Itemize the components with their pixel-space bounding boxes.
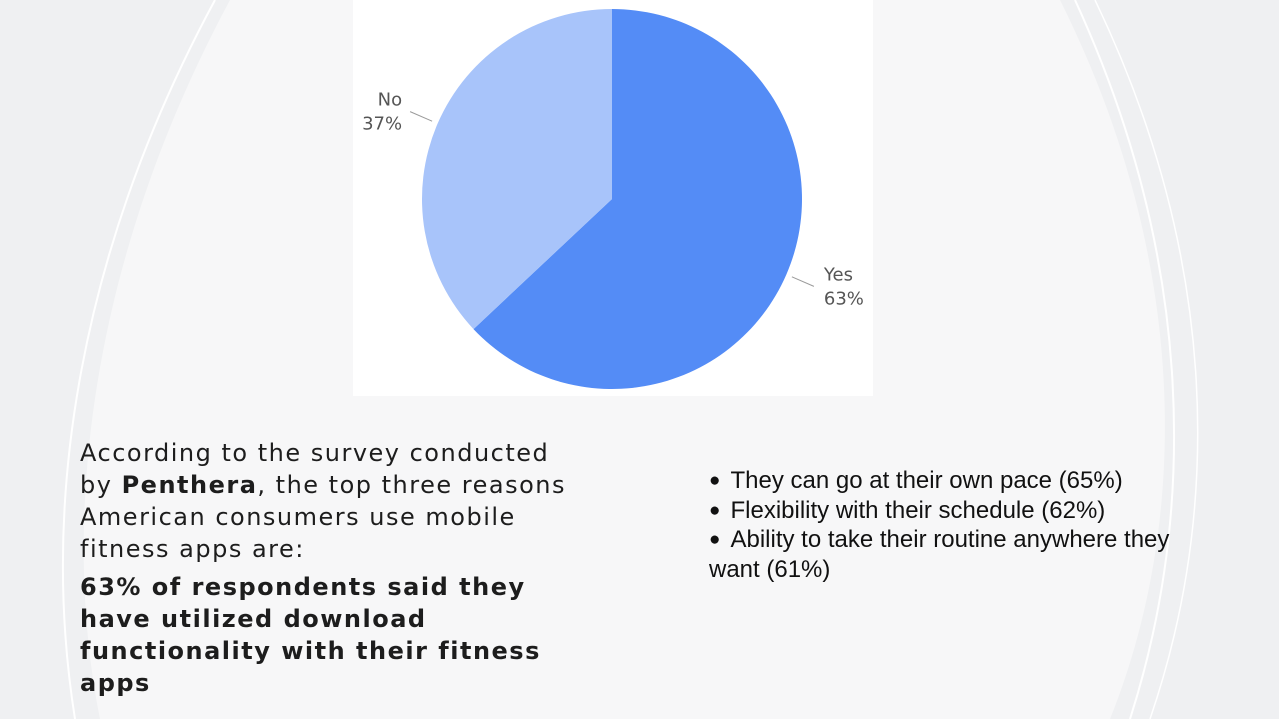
reason-text: Flexibility with their schedule (62%) <box>730 496 1106 524</box>
bullet-icon: ● <box>709 499 721 521</box>
slice-percent-label: 37% <box>362 114 402 135</box>
list-item: ● They can go at their own pace (65%) <box>709 466 1209 496</box>
leader-line <box>791 276 815 287</box>
slice-label: Yes <box>823 264 853 285</box>
slice-percent-label: 63% <box>824 288 864 309</box>
reason-text: Ability to take their routine anywhere t… <box>709 526 1170 583</box>
company-name: Penthera <box>121 471 258 499</box>
list-item: ● Ability to take their routine anywhere … <box>709 525 1209 584</box>
download-stat-text: 63% of respondents said they have utiliz… <box>80 573 541 697</box>
pie-slice-no <box>422 9 612 330</box>
pie-chart: Yes 63% No 37% <box>362 9 864 389</box>
reasons-list: ● They can go at their own pace (65%) ● Fl… <box>709 466 1209 584</box>
background-curve-line <box>1094 0 1199 719</box>
survey-intro-text: According to the survey conducted by Pen… <box>80 437 580 565</box>
background-curve-line <box>62 0 216 719</box>
slice-label: No <box>378 90 402 111</box>
bullet-icon: ● <box>709 470 721 491</box>
background-curve-line <box>1074 0 1175 719</box>
intro-text-before: According to the survey conducted by <box>80 439 550 499</box>
pie-slice-yes <box>473 9 802 389</box>
intro-text-after: , the top three reasons American consume… <box>80 471 566 563</box>
list-item: ● Flexibility with their schedule (62%) <box>709 496 1209 526</box>
reason-text: They can go at their own pace (65%) <box>730 467 1123 494</box>
bullet-icon: ● <box>709 529 721 550</box>
leader-line <box>409 111 433 122</box>
pie-chart-panel: Yes 63% No 37% <box>353 0 873 396</box>
